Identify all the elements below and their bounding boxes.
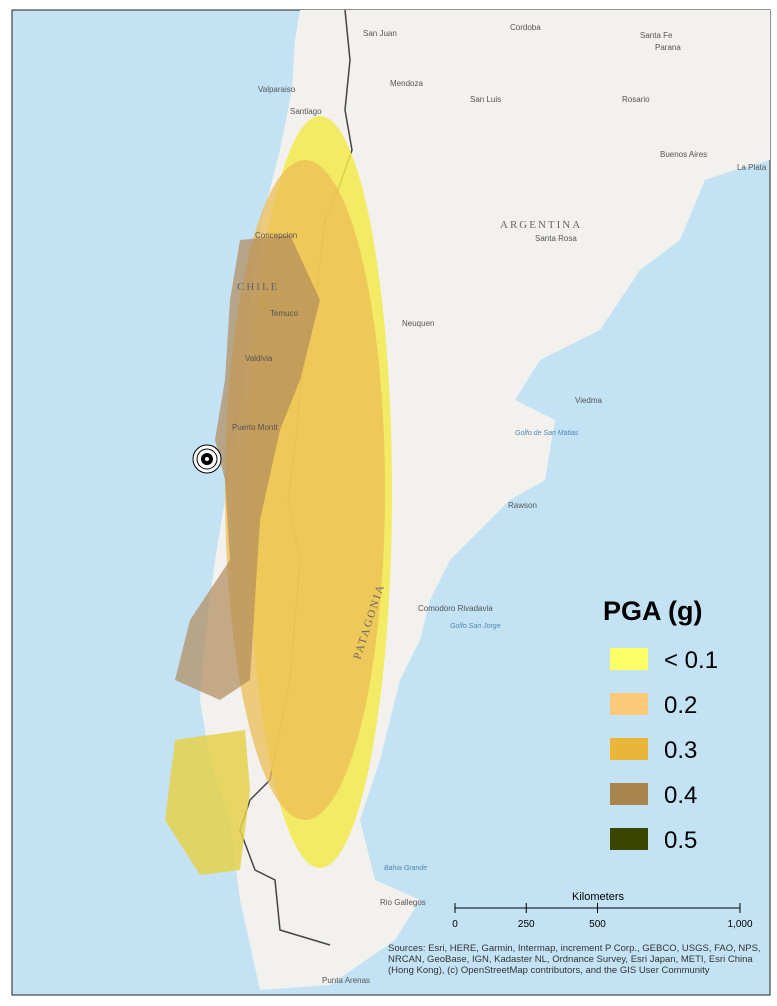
place-label: Bahia Grande bbox=[384, 865, 427, 872]
place-label: Temuco bbox=[270, 309, 299, 318]
legend-label: 0.3 bbox=[664, 737, 697, 764]
place-label: Rawson bbox=[508, 501, 537, 510]
place-label: Valdivia bbox=[245, 354, 273, 363]
place-label: Golfo San Jorge bbox=[450, 623, 501, 630]
place-label: Golfo de San Matias bbox=[515, 430, 579, 437]
place-label: Neuquen bbox=[402, 319, 434, 328]
legend-swatch bbox=[610, 693, 648, 715]
place-label: Puerto Montt bbox=[232, 423, 279, 432]
legend-label: 0.5 bbox=[664, 827, 697, 854]
scale-label: 1,000 bbox=[727, 919, 752, 930]
place-label: Santa Rosa bbox=[535, 234, 577, 243]
legend-title: PGA (g) bbox=[603, 596, 702, 626]
place-label: San Luis bbox=[470, 95, 501, 104]
place-label: San Juan bbox=[363, 29, 397, 38]
legend-swatch bbox=[610, 648, 648, 670]
place-label: Santa Fe bbox=[640, 31, 673, 40]
scale-title: Kilometers bbox=[572, 891, 624, 903]
place-label: CHILE bbox=[237, 281, 279, 293]
place-label: Comodoro Rivadavia bbox=[418, 604, 493, 613]
pga-zone-4 bbox=[165, 730, 250, 875]
place-label: La Plata bbox=[737, 163, 767, 172]
pga-zone-3 bbox=[175, 235, 320, 700]
place-label: Rosario bbox=[622, 95, 650, 104]
attribution: Sources: Esri, HERE, Garmin, Intermap, i… bbox=[388, 943, 761, 976]
scale-label: 0 bbox=[452, 919, 458, 930]
place-label: ARGENTINA bbox=[500, 219, 582, 231]
legend-label: < 0.1 bbox=[664, 647, 718, 674]
scale-label: 250 bbox=[518, 919, 535, 930]
place-label: Punta Arenas bbox=[322, 976, 370, 985]
legend-label: 0.4 bbox=[664, 782, 697, 809]
place-label: Cordoba bbox=[510, 23, 541, 32]
legend-swatch bbox=[610, 783, 648, 805]
place-label: Valparaiso bbox=[258, 85, 296, 94]
scale-label: 500 bbox=[589, 919, 606, 930]
legend-swatch bbox=[610, 738, 648, 760]
legend-label: 0.2 bbox=[664, 692, 697, 719]
place-label: Parana bbox=[655, 43, 681, 52]
epicenter bbox=[192, 444, 222, 474]
place-label: Mendoza bbox=[390, 79, 423, 88]
legend-swatch bbox=[610, 828, 648, 850]
place-label: Rio Gallegos bbox=[380, 898, 426, 907]
place-label: Concepcion bbox=[255, 231, 297, 240]
place-label: Viedma bbox=[575, 396, 603, 405]
place-label: Buenos Aires bbox=[660, 150, 707, 159]
place-label: Santiago bbox=[290, 107, 322, 116]
